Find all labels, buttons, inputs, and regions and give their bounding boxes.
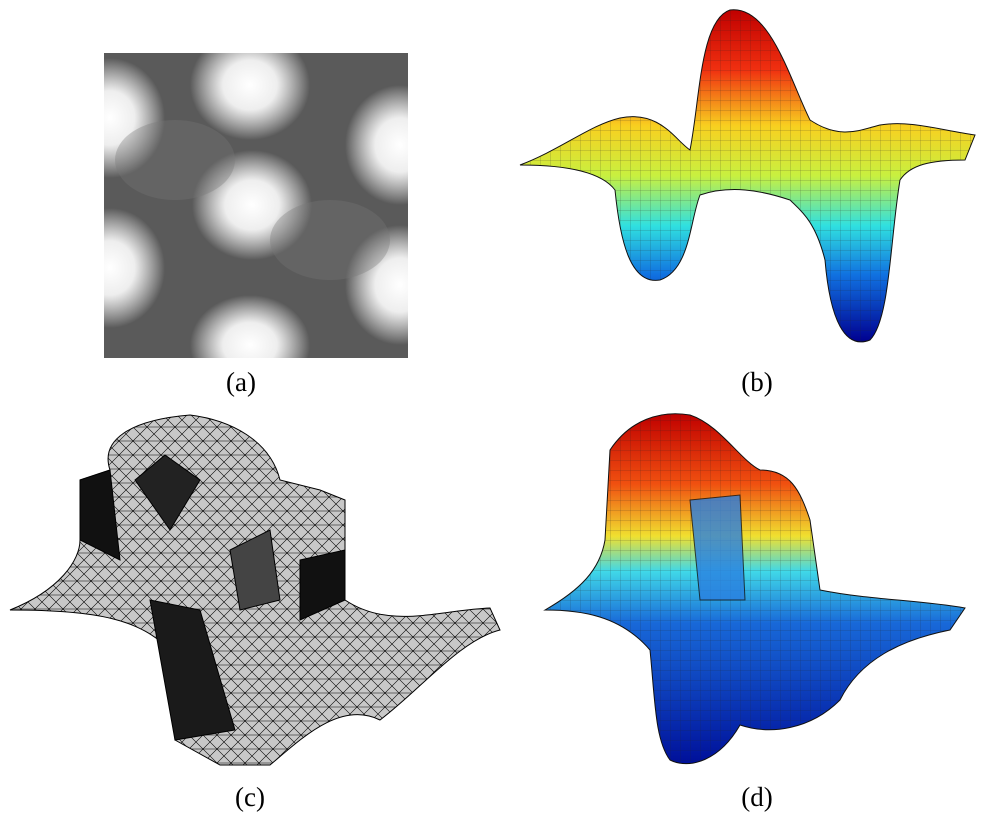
- panel-c-mesh: [10, 415, 500, 765]
- figure: (a) (b) (c) (d): [0, 0, 985, 816]
- panel-d-surface: [545, 414, 965, 764]
- panel-b-surface: [520, 10, 975, 342]
- panel-label: (b): [741, 367, 772, 397]
- panel-label: (d): [741, 782, 772, 812]
- panel-a-image: [55, 30, 455, 395]
- panel-label: (a): [226, 367, 256, 397]
- panel-label: (c): [235, 782, 265, 812]
